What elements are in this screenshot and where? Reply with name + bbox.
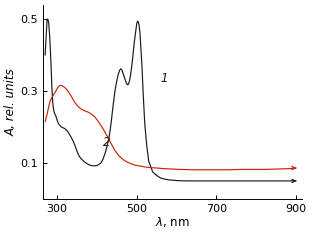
Y-axis label: A, rel. units: A, rel. units — [5, 68, 18, 136]
Text: 1: 1 — [161, 72, 168, 85]
Text: 2: 2 — [103, 136, 110, 149]
X-axis label: $\lambda$, nm: $\lambda$, nm — [155, 215, 190, 229]
